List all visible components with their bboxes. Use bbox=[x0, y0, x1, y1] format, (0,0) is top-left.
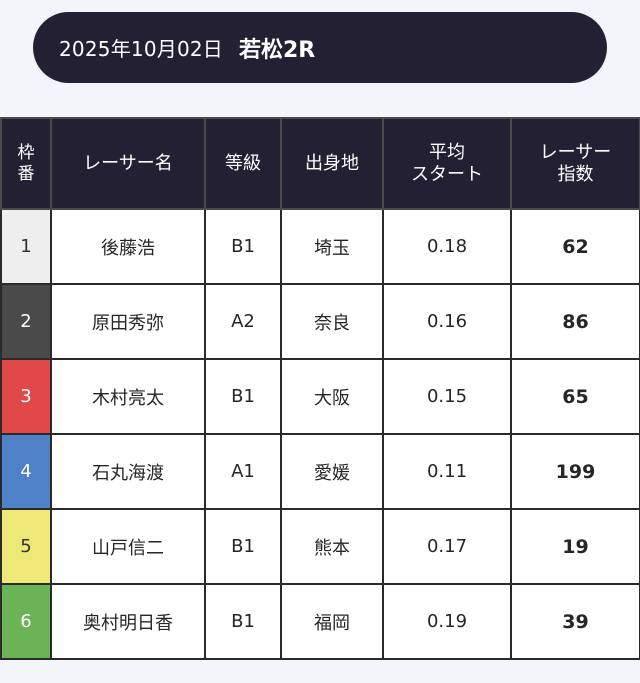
racer-name-cell: 原田秀弥 bbox=[50, 283, 206, 360]
race-header: 2025年10月02日 若松2R bbox=[33, 12, 607, 83]
racer-name-cell: 石丸海渡 bbox=[50, 433, 206, 510]
waku-cell: 3 bbox=[0, 358, 52, 435]
racer-index-cell: 199 bbox=[510, 433, 640, 510]
waku-cell: 2 bbox=[0, 283, 52, 360]
racer-index-cell: 39 bbox=[510, 583, 640, 660]
hometown-cell: 愛媛 bbox=[280, 433, 384, 510]
column-header-waku: 枠 番 bbox=[0, 117, 52, 210]
racer-name-cell: 山戸信二 bbox=[50, 508, 206, 585]
grade-cell: B1 bbox=[204, 358, 282, 435]
table-row: 4 石丸海渡 A1 愛媛 0.11 199 bbox=[0, 433, 640, 510]
race-title: 若松2R bbox=[239, 37, 316, 63]
column-header-racer-index: レーサー 指数 bbox=[510, 117, 640, 210]
hometown-cell: 奈良 bbox=[280, 283, 384, 360]
racer-table: 枠 番 レーサー名 等級 出身地 平均 スタート レーサー 指数 bbox=[0, 117, 640, 660]
racer-index-cell: 65 bbox=[510, 358, 640, 435]
hometown-cell: 福岡 bbox=[280, 583, 384, 660]
table-header-row: 枠 番 レーサー名 等級 出身地 平均 スタート レーサー 指数 bbox=[0, 117, 640, 210]
waku-cell: 5 bbox=[0, 508, 52, 585]
column-header-hometown: 出身地 bbox=[280, 117, 384, 210]
table-row: 3 木村亮太 B1 大阪 0.15 65 bbox=[0, 358, 640, 435]
avg-start-cell: 0.11 bbox=[382, 433, 512, 510]
racer-name-cell: 木村亮太 bbox=[50, 358, 206, 435]
racer-index-cell: 86 bbox=[510, 283, 640, 360]
racer-name-cell: 後藤浩 bbox=[50, 208, 206, 285]
hometown-cell: 埼玉 bbox=[280, 208, 384, 285]
racer-table-container: 枠 番 レーサー名 等級 出身地 平均 スタート レーサー 指数 bbox=[0, 117, 640, 660]
waku-cell: 6 bbox=[0, 583, 52, 660]
grade-cell: A2 bbox=[204, 283, 282, 360]
table-row: 2 原田秀弥 A2 奈良 0.16 86 bbox=[0, 283, 640, 360]
hometown-cell: 熊本 bbox=[280, 508, 384, 585]
column-header-name: レーサー名 bbox=[50, 117, 206, 210]
table-row: 1 後藤浩 B1 埼玉 0.18 62 bbox=[0, 208, 640, 285]
grade-cell: B1 bbox=[204, 583, 282, 660]
racer-index-cell: 19 bbox=[510, 508, 640, 585]
racer-index-cell: 62 bbox=[510, 208, 640, 285]
waku-cell: 4 bbox=[0, 433, 52, 510]
column-header-grade: 等級 bbox=[204, 117, 282, 210]
grade-cell: A1 bbox=[204, 433, 282, 510]
column-header-avg-start: 平均 スタート bbox=[382, 117, 512, 210]
race-date: 2025年10月02日 bbox=[59, 37, 223, 61]
table-row: 5 山戸信二 B1 熊本 0.17 19 bbox=[0, 508, 640, 585]
avg-start-cell: 0.15 bbox=[382, 358, 512, 435]
grade-cell: B1 bbox=[204, 508, 282, 585]
table-row: 6 奥村明日香 B1 福岡 0.19 39 bbox=[0, 583, 640, 660]
avg-start-cell: 0.19 bbox=[382, 583, 512, 660]
racer-name-cell: 奥村明日香 bbox=[50, 583, 206, 660]
grade-cell: B1 bbox=[204, 208, 282, 285]
avg-start-cell: 0.16 bbox=[382, 283, 512, 360]
hometown-cell: 大阪 bbox=[280, 358, 384, 435]
avg-start-cell: 0.17 bbox=[382, 508, 512, 585]
avg-start-cell: 0.18 bbox=[382, 208, 512, 285]
waku-cell: 1 bbox=[0, 208, 52, 285]
